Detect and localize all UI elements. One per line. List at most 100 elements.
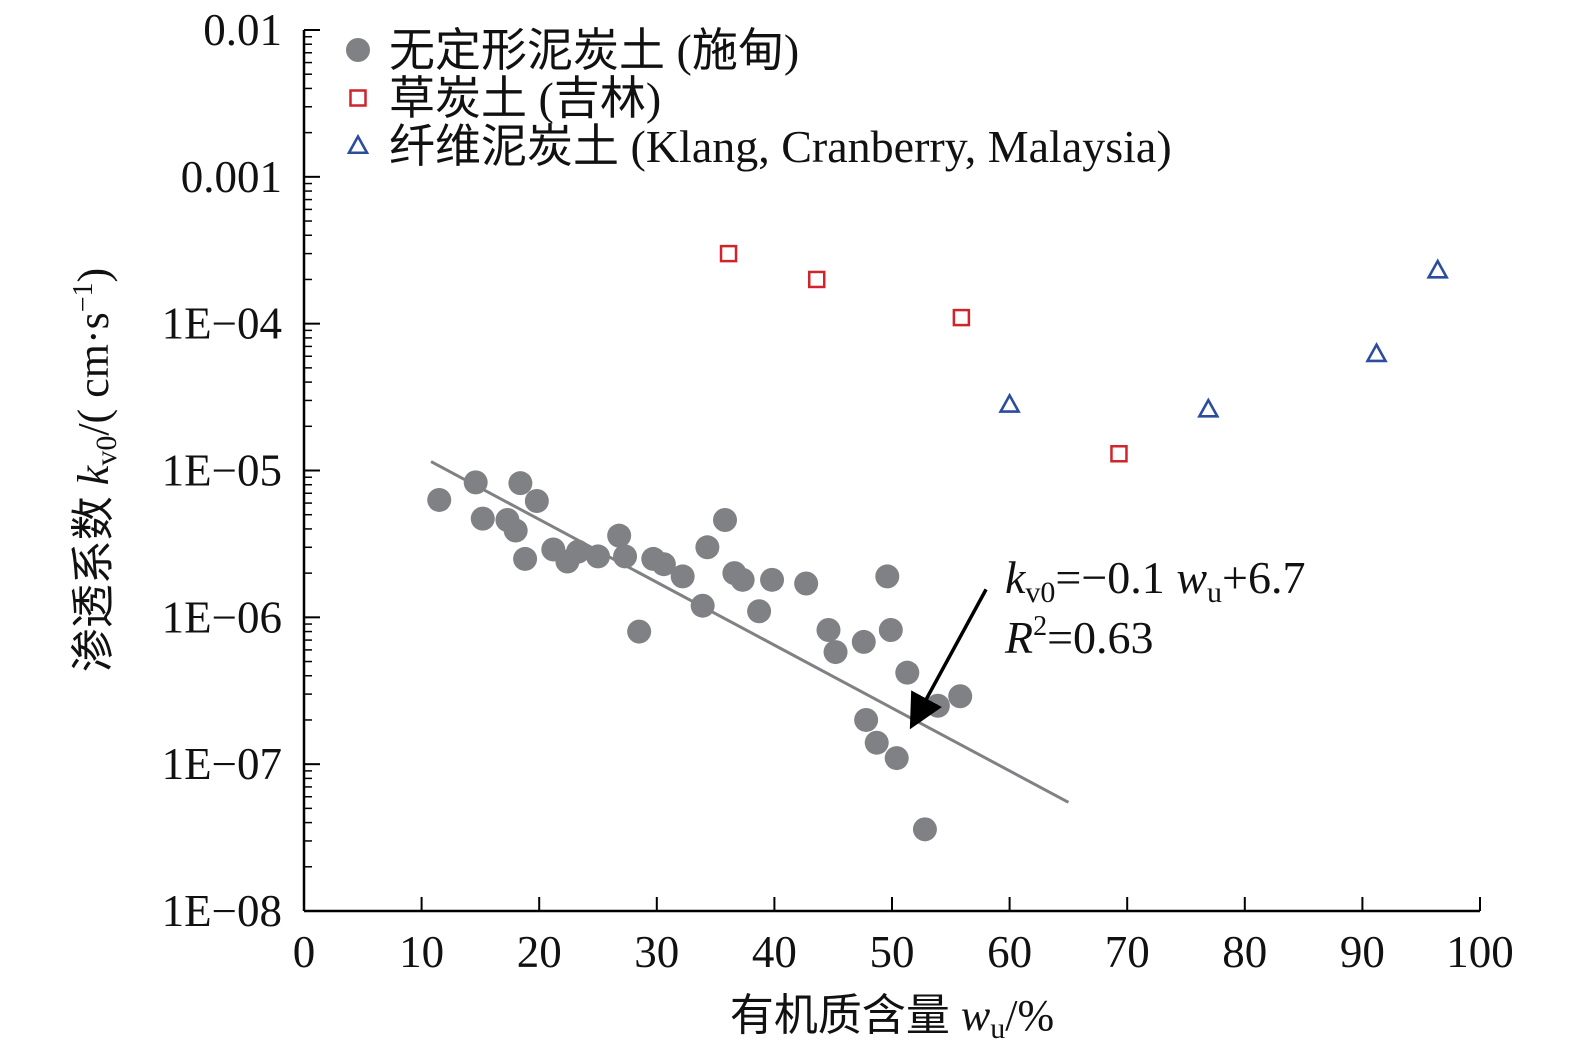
- data-point: [695, 535, 720, 560]
- eq-w-sub: u: [1207, 576, 1222, 609]
- y-tick-label: 0.001: [181, 152, 282, 202]
- data-point: [851, 629, 876, 654]
- data-point: [878, 617, 903, 642]
- data-point: [925, 693, 950, 718]
- y-tick-label: 1E−04: [162, 299, 282, 349]
- x-title-var: w: [961, 991, 991, 1040]
- data-point: [1365, 342, 1388, 363]
- data-point: [690, 593, 715, 618]
- data-point: [607, 523, 632, 548]
- data-point: [566, 539, 591, 564]
- y-title-prefix: 渗透系数: [69, 485, 118, 672]
- data-point: [864, 730, 889, 755]
- fit-line: [430, 460, 1070, 804]
- legend-marker: [349, 89, 367, 107]
- eq-tail: +6.7: [1222, 552, 1305, 603]
- data-point: [895, 660, 920, 685]
- fit-equation: kv0=−0.1 wu+6.7: [1005, 552, 1305, 609]
- series-0: [427, 470, 973, 842]
- data-point: [524, 488, 549, 513]
- data-point: [1110, 445, 1128, 463]
- legend-label: 纤维泥炭土 (Klang, Cranberry, Malaysia): [389, 121, 1172, 172]
- r2-var: R: [1004, 612, 1033, 663]
- legend-label: 草炭土 (吉林): [389, 73, 661, 124]
- x-title-suffix: /%: [1005, 991, 1054, 1040]
- data-point: [912, 817, 937, 842]
- x-tick-label: 0: [293, 927, 316, 977]
- x-axis-title: 有机质含量 wu/%: [730, 991, 1054, 1045]
- data-point: [952, 308, 971, 327]
- x-tick-label: 50: [870, 927, 915, 977]
- data-point: [884, 746, 909, 771]
- data-point: [730, 567, 755, 592]
- data-point: [998, 392, 1021, 413]
- x-tick-label: 30: [634, 927, 679, 977]
- data-point: [875, 564, 900, 589]
- y-title-sub: v0: [90, 436, 123, 466]
- y-axis-title: 渗透系数 kv0/( cm·s−1): [68, 268, 123, 672]
- x-tick-label: 70: [1105, 927, 1150, 977]
- y-title-sup: −1: [68, 282, 99, 312]
- x-tick-label: 90: [1340, 927, 1385, 977]
- eq-mid: =−0.1: [1055, 552, 1176, 603]
- data-point: [719, 244, 738, 263]
- x-tick-label: 100: [1446, 927, 1514, 977]
- data-point: [854, 707, 879, 732]
- eq-w-var: w: [1176, 552, 1207, 603]
- data-point: [427, 487, 452, 512]
- data-point: [713, 508, 738, 533]
- eq-k-sub: v0: [1025, 576, 1055, 609]
- data-point: [470, 506, 495, 531]
- y-tick-label: 1E−06: [162, 592, 282, 642]
- y-tick-label: 0.01: [203, 5, 282, 55]
- data-point: [760, 567, 785, 592]
- data-point: [513, 546, 538, 571]
- legend-marker: [346, 133, 370, 155]
- x-tick-label: 10: [399, 927, 444, 977]
- data-point: [948, 684, 973, 709]
- y-tick-label: 1E−07: [162, 739, 282, 789]
- x-tick-label: 20: [517, 927, 562, 977]
- data-point: [613, 544, 638, 569]
- series-2: [998, 258, 1449, 418]
- y-title-suffix: /( cm·s: [69, 312, 118, 435]
- r2-sup: 2: [1033, 611, 1047, 642]
- data-point: [463, 470, 488, 495]
- data-point: [503, 518, 528, 543]
- y-tick-label: 1E−08: [162, 886, 282, 936]
- points-layer: [427, 244, 1449, 842]
- x-title-prefix: 有机质含量: [730, 991, 961, 1040]
- legend-item-1: 草炭土 (吉林): [349, 73, 661, 124]
- data-point: [651, 552, 676, 577]
- data-point: [1197, 397, 1220, 418]
- data-point: [627, 619, 652, 644]
- legend-label: 无定形泥炭土 (施甸): [389, 25, 799, 76]
- legend: 无定形泥炭土 (施甸)草炭土 (吉林)纤维泥炭土 (Klang, Cranber…: [346, 25, 1172, 172]
- legend-marker: [346, 38, 370, 62]
- r2-tail: =0.63: [1047, 612, 1153, 663]
- annotation-arrow: [909, 588, 988, 730]
- y-ticks: 1E−08 1E−07 1E−06 1E−05 1E−04 0.001 0.01: [162, 5, 320, 936]
- r-squared: R2=0.63: [1004, 611, 1154, 663]
- data-point: [807, 270, 826, 289]
- x-title-sub: u: [990, 1012, 1005, 1045]
- data-point: [508, 471, 533, 496]
- eq-k-var: k: [1005, 552, 1027, 603]
- x-tick-label: 60: [987, 927, 1032, 977]
- y-title-var: k: [69, 464, 118, 485]
- x-tick-label: 80: [1222, 927, 1267, 977]
- series-1: [719, 244, 1128, 463]
- legend-item-0: 无定形泥炭土 (施甸): [346, 25, 799, 76]
- data-point: [823, 640, 848, 665]
- data-point: [794, 571, 819, 596]
- y-title-close: ): [69, 268, 118, 283]
- data-point: [670, 564, 695, 589]
- x-tick-label: 40: [752, 927, 797, 977]
- legend-item-2: 纤维泥炭土 (Klang, Cranberry, Malaysia): [346, 121, 1172, 172]
- data-point: [747, 599, 772, 624]
- data-point: [1426, 258, 1449, 279]
- data-point: [816, 617, 841, 642]
- y-tick-label: 1E−05: [162, 446, 282, 496]
- data-point: [586, 544, 610, 569]
